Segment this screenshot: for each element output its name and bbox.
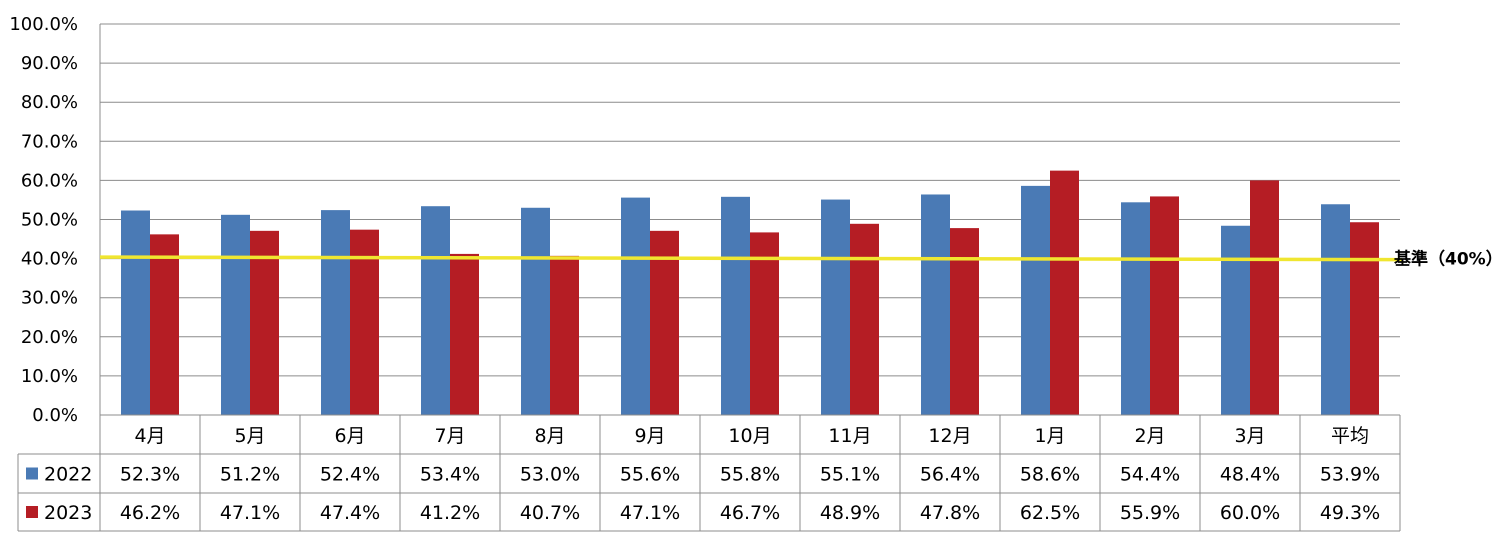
category-label: 6月 [334,425,365,447]
category-label: 1月 [1034,425,1065,447]
category-label: 8月 [534,425,565,447]
data-label-2023: 40.7% [520,502,580,524]
category-label: 7月 [434,425,465,447]
data-table: 4月 5月 6月 7月 8月 9月 10月 11月 12月 1月 2月 3月 平均 2022 52.3% 51… [17,414,1401,532]
data-label-2023: 46.7% [720,502,780,524]
y-tick-label: 30.0% [21,288,78,309]
bar-2023-8 [950,228,979,415]
category-label: 5月 [234,425,265,447]
category-label: 12月 [928,425,971,447]
data-label-2022: 56.4% [920,464,980,486]
y-axis-ticks: 0.0% 10.0% 20.0% 30.0% 40.0% 50.0% 60.0% 70.0% 8… [9,14,78,426]
bar-2022-11 [1221,225,1250,415]
bar-2023-2 [350,229,379,415]
legend-swatch-2023 [26,506,38,518]
data-label-2023: 46.2% [120,502,180,524]
data-label-2022: 53.0% [520,464,580,486]
bar-2022-5 [621,197,650,415]
y-tick-label: 70.0% [21,131,78,152]
legend-label: 2022 [44,464,92,486]
bar-2023-5 [650,230,679,415]
bar-2022-12 [1321,204,1350,415]
bars [121,170,1379,415]
data-label-2023: 47.1% [220,502,280,524]
y-tick-label: 90.0% [21,53,78,74]
y-tick-label: 10.0% [21,366,78,387]
category-label: 2月 [1134,425,1165,447]
bar-2022-4 [521,207,550,415]
y-tick-label: 20.0% [21,327,78,348]
data-label-2022: 55.1% [820,464,880,486]
category-label: 4月 [134,425,165,447]
data-label-2023: 47.8% [920,502,980,524]
data-label-2022: 54.4% [1120,464,1180,486]
bar-2022-0 [121,210,150,415]
data-label-2023: 47.1% [620,502,680,524]
bar-2022-6 [721,196,750,415]
data-label-2022: 51.2% [220,464,280,486]
data-label-2023: 55.9% [1120,502,1180,524]
bar-2022-8 [921,194,950,415]
data-label-2023: 62.5% [1020,502,1080,524]
data-label-2022: 53.9% [1320,464,1380,486]
bar-2022-2 [321,210,350,415]
bar-2023-1 [250,230,279,415]
reference-line [99,255,1403,262]
data-label-2022: 52.4% [320,464,380,486]
data-label-2023: 47.4% [320,502,380,524]
y-tick-label: 0.0% [32,405,78,426]
reference-line-group: 基準（40%） [99,249,1500,270]
bar-2022-10 [1121,202,1150,415]
data-label-2022: 48.4% [1220,464,1280,486]
bar-2023-11 [1250,180,1279,415]
y-tick-label: 40.0% [21,249,78,270]
y-tick-label: 100.0% [9,14,78,35]
data-label-2022: 53.4% [420,464,480,486]
y-tick-label: 50.0% [21,210,78,231]
category-label: 11月 [828,425,871,447]
bar-2023-3 [450,253,479,415]
category-label: 平均 [1331,425,1369,447]
bar-2023-12 [1350,222,1379,415]
bar-2023-0 [150,234,179,415]
bar-2023-7 [850,223,879,415]
data-label-2023: 60.0% [1220,502,1280,524]
bar-2022-9 [1021,185,1050,415]
data-label-2022: 55.6% [620,464,680,486]
data-label-2022: 55.8% [720,464,780,486]
category-label: 9月 [634,425,665,447]
bar-2023-9 [1050,170,1079,415]
data-label-2023: 41.2% [420,502,480,524]
y-tick-label: 60.0% [21,170,78,191]
legend-label: 2023 [44,502,92,524]
bar-2022-3 [421,206,450,415]
reference-line-label: 基準（40%） [1393,249,1500,270]
bar-2023-10 [1150,196,1179,415]
category-label: 3月 [1234,425,1265,447]
data-label-2023: 48.9% [820,502,880,524]
category-label: 10月 [728,425,771,447]
bar-2022-1 [221,214,250,415]
y-tick-label: 80.0% [21,92,78,113]
legend-swatch-2022 [26,467,38,480]
bar-2023-4 [550,255,579,415]
data-label-2023: 49.3% [1320,502,1380,524]
bar-2022-7 [821,199,850,415]
bar-2023-6 [750,232,779,415]
data-label-2022: 58.6% [1020,464,1080,486]
data-label-2022: 52.3% [120,464,180,486]
